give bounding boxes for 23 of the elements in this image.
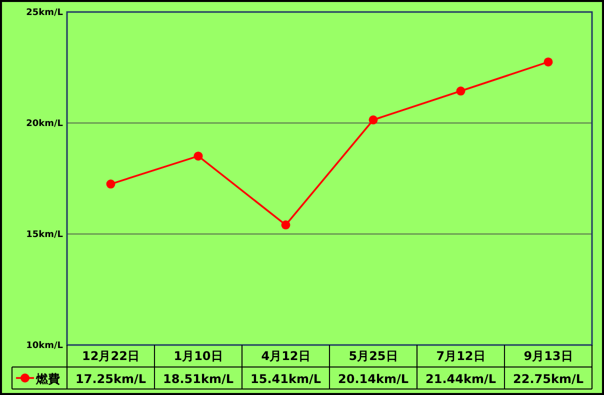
data-label: 17.25km/L — [76, 372, 146, 386]
point — [456, 86, 466, 96]
x-tick-label: 12月22日 — [82, 349, 140, 363]
data-label: 21.44km/L — [426, 372, 496, 386]
point — [194, 152, 203, 161]
x-tick-label: 1月10日 — [174, 349, 223, 363]
legend-label: 燃費 — [35, 372, 60, 386]
data-label: 15.41km/L — [250, 372, 322, 386]
point — [544, 57, 553, 66]
x-tick-label: 5月25日 — [348, 349, 398, 363]
x-tick-label: 4月12日 — [261, 349, 310, 363]
data-label: 20.14km/L — [338, 372, 409, 386]
point — [281, 220, 290, 230]
y-tick-label: 10km/L — [26, 341, 64, 351]
x-tick-label: 9月13日 — [524, 349, 573, 363]
y-tick-label: 20km/L — [26, 119, 64, 129]
data-label: 22.75km/L — [513, 372, 584, 386]
point — [106, 180, 116, 189]
x-tick-label: 7月12日 — [436, 349, 486, 363]
data-label: 18.51km/L — [163, 372, 234, 386]
point — [368, 115, 378, 124]
y-tick-label: 25km/L — [26, 8, 64, 18]
y-tick-label: 15km/L — [26, 230, 64, 240]
